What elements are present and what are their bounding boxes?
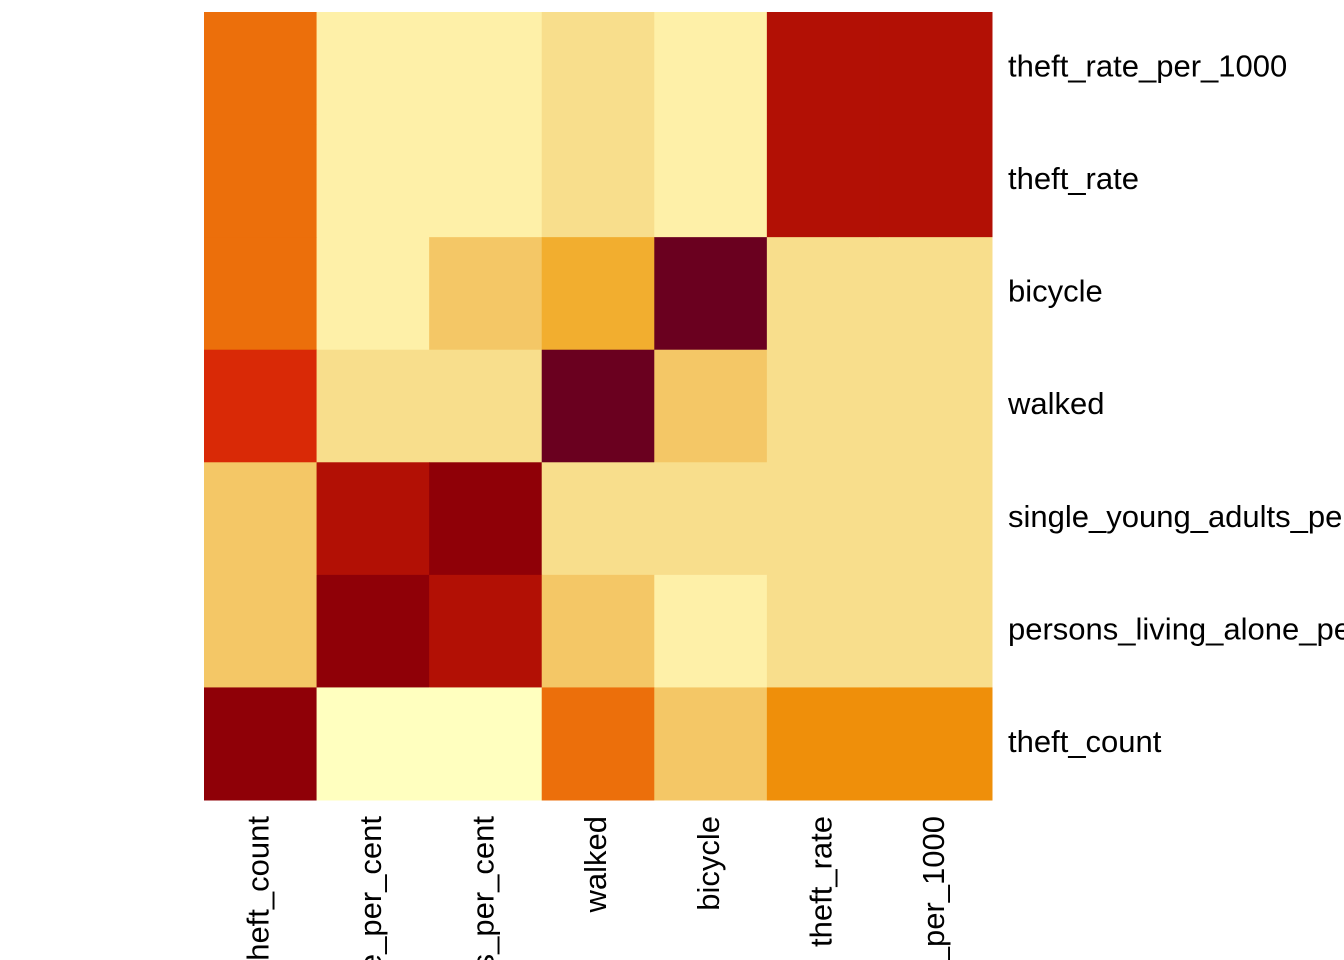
heatmap-cell [316,124,430,238]
heatmap-cell [879,237,993,351]
heatmap-cell [204,237,318,351]
row-label: bicycle [1008,274,1103,309]
heatmap-cell [204,349,318,463]
heatmap-cell [541,462,655,576]
heatmap-cell [654,687,768,801]
row-label: theft_count [1008,724,1162,759]
row-label: theft_rate [1008,161,1139,196]
heatmap-cell [654,124,768,238]
heatmap-cell [766,462,880,576]
heatmap-cell [766,349,880,463]
heatmap-cell [654,12,768,126]
heatmap-cell [429,687,543,801]
heatmap-cell [316,12,430,126]
heatmap-cell [204,12,318,126]
heatmap-cell [879,12,993,126]
heatmap-cell [316,687,430,801]
heatmap-cell [879,687,993,801]
heatmap-cell [204,124,318,238]
heatmap-cell [541,574,655,688]
heatmap-cell [654,237,768,351]
heatmap-cell [766,12,880,126]
heatmap-cell [654,574,768,688]
heatmap-cell [879,124,993,238]
row-label: walked [1007,386,1105,421]
heatmap-cell [429,462,543,576]
heatmap-cell [879,574,993,688]
row-label: persons_living_alone_per_cent [1008,611,1344,646]
heatmap-cell [429,574,543,688]
column-label: theft_count [240,816,275,960]
heatmap-cell [429,12,543,126]
heatmap-cell [316,462,430,576]
heatmap-cell [316,349,430,463]
heatmap-cell [654,349,768,463]
heatmap-cell [541,687,655,801]
heatmap-cell [879,462,993,576]
row-label: theft_rate_per_1000 [1008,48,1287,83]
heatmap-cell [654,462,768,576]
heatmap-cell [879,349,993,463]
column-label: theft_rate_per_1000 [916,816,951,960]
heatmap-cell [316,237,430,351]
heatmap-cell [541,124,655,238]
column-label: single_young_adults_per_cent [466,816,501,960]
heatmap-cell [429,237,543,351]
heatmap-cell [766,124,880,238]
heatmap-cell [316,574,430,688]
heatmap-cell [541,12,655,126]
column-label: bicycle [691,816,726,911]
heatmap-cell [541,237,655,351]
column-label: theft_rate [803,816,838,947]
heatmap-cell [766,237,880,351]
column-label: persons_living_alone_per_cent [353,816,388,960]
heatmap-cell [766,574,880,688]
heatmap-cell [429,124,543,238]
column-label: walked [578,816,613,914]
heatmap-cell [766,687,880,801]
heatmap-cell [541,349,655,463]
row-label: single_young_adults_per_cent [1008,499,1344,534]
heatmap-cell [204,687,318,801]
heatmap-cell [204,574,318,688]
heatmap-cell [429,349,543,463]
heatmap-cell [204,462,318,576]
